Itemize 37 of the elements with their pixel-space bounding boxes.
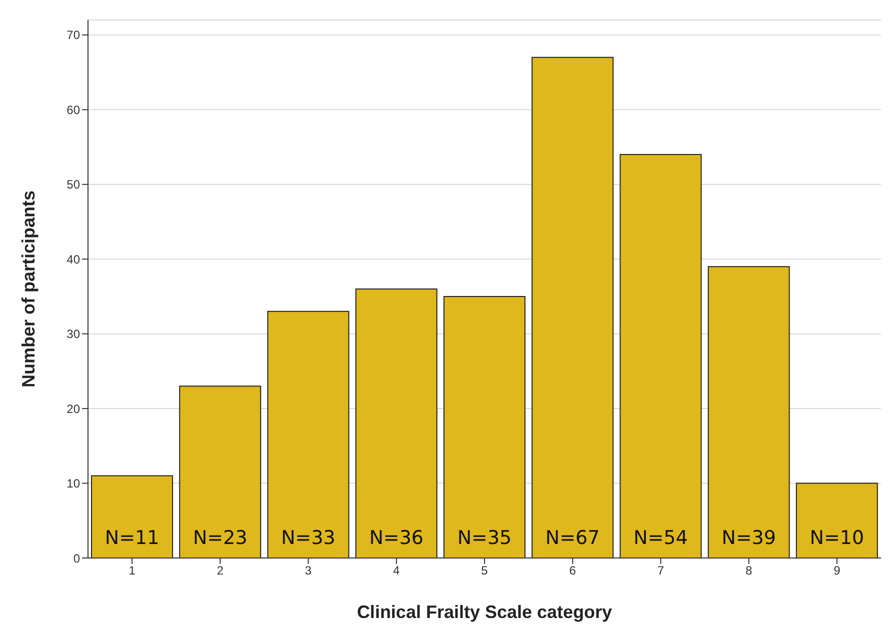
bar bbox=[267, 310, 350, 558]
y-tick-label: 20 bbox=[66, 402, 80, 416]
y-tick-label: 10 bbox=[66, 476, 80, 491]
x-tick-label: 2 bbox=[216, 564, 224, 578]
data-label: N=67 bbox=[545, 527, 600, 549]
x-tick-label: 6 bbox=[569, 564, 576, 578]
x-axis-title: Clinical Frailty Scale category bbox=[356, 602, 612, 622]
bar bbox=[91, 475, 174, 558]
y-tick-label: 50 bbox=[66, 178, 80, 192]
bar bbox=[355, 288, 438, 558]
bar bbox=[620, 154, 702, 558]
bar bbox=[796, 482, 878, 558]
data-label: N=11 bbox=[104, 527, 160, 549]
data-label: N=33 bbox=[281, 527, 336, 549]
y-tick-label: 30 bbox=[66, 327, 80, 342]
y-tick-label: 70 bbox=[66, 28, 80, 42]
bar bbox=[532, 56, 614, 558]
data-label: N=23 bbox=[192, 527, 248, 549]
bar bbox=[179, 386, 262, 558]
y-axis-title: Number of participants bbox=[18, 190, 38, 388]
x-tick-label: 3 bbox=[304, 564, 312, 578]
y-tick-label: 40 bbox=[66, 252, 80, 266]
x-tick-label: 4 bbox=[393, 564, 400, 578]
data-label: N=39 bbox=[722, 527, 776, 549]
x-tick-label: 5 bbox=[481, 564, 488, 578]
data-label: N=54 bbox=[634, 527, 688, 549]
y-tick-label: 0 bbox=[73, 551, 80, 566]
bar bbox=[443, 296, 526, 558]
data-label: N=10 bbox=[810, 527, 864, 549]
x-tick-label: 1 bbox=[128, 564, 136, 578]
data-label: N=36 bbox=[369, 527, 424, 549]
y-tick-label: 60 bbox=[66, 102, 80, 117]
x-tick-label: 9 bbox=[834, 564, 841, 578]
x-tick-label: 8 bbox=[745, 564, 752, 578]
bar bbox=[708, 266, 790, 558]
x-tick-label: 7 bbox=[657, 564, 664, 578]
data-label: N=35 bbox=[457, 527, 512, 549]
